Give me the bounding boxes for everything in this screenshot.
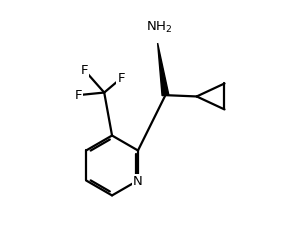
- Text: NH$_2$: NH$_2$: [146, 20, 172, 35]
- Text: F: F: [81, 64, 89, 77]
- Text: N: N: [133, 175, 143, 188]
- Polygon shape: [158, 43, 169, 96]
- Text: F: F: [75, 89, 82, 102]
- Text: F: F: [117, 72, 125, 85]
